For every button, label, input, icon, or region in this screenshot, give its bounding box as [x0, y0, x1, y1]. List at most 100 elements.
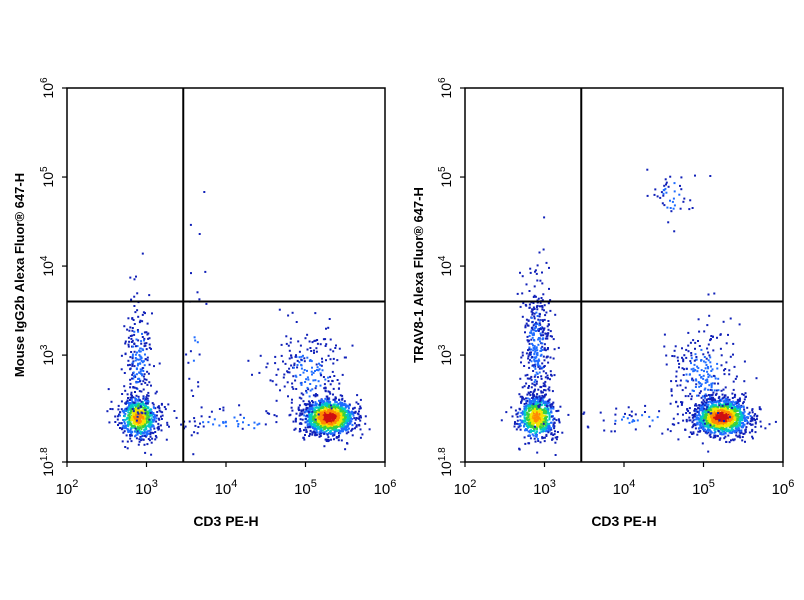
event-dot — [543, 401, 546, 404]
event-dot — [353, 406, 356, 409]
event-dot — [142, 438, 145, 441]
event-dot — [546, 412, 549, 415]
event-dot — [531, 400, 534, 403]
event-dot — [310, 419, 312, 421]
event-dot — [685, 420, 688, 423]
event-dot — [533, 339, 535, 341]
event-dot — [140, 359, 143, 362]
event-dot — [519, 271, 521, 274]
event-dot — [300, 358, 303, 361]
event-dot — [277, 368, 280, 371]
event-dot — [739, 436, 742, 439]
event-dot — [197, 381, 200, 384]
event-dot — [518, 423, 521, 426]
event-dot — [358, 417, 361, 420]
event-dot — [331, 423, 334, 426]
event-dot — [536, 451, 539, 454]
event-dot — [540, 423, 543, 426]
y-axis-label: Mouse IgG2b Alexa Fluor® 647-H — [12, 173, 27, 377]
event-dot — [136, 345, 139, 348]
event-dot — [133, 386, 136, 389]
event-dot — [744, 429, 747, 432]
event-dot — [326, 397, 329, 400]
event-dot — [161, 411, 164, 414]
event-dot — [543, 408, 546, 411]
event-dot — [319, 364, 322, 367]
event-dot — [346, 411, 349, 414]
event-dot — [146, 356, 149, 359]
event-dot — [321, 400, 324, 403]
event-dot — [130, 298, 133, 301]
event-dot — [746, 422, 749, 425]
event-dot — [686, 380, 689, 383]
event-dot — [677, 438, 680, 441]
event-dot — [663, 333, 666, 336]
event-dot — [315, 363, 318, 366]
event-dot — [123, 420, 126, 423]
event-dot — [154, 431, 157, 433]
event-dot — [285, 342, 288, 345]
event-dot — [733, 421, 736, 424]
event-dot — [554, 441, 557, 444]
event-dot — [537, 423, 540, 426]
event-dot — [347, 404, 350, 407]
event-dot — [552, 423, 555, 426]
event-dot — [543, 389, 546, 391]
event-dot — [542, 337, 545, 340]
event-dot — [129, 410, 132, 413]
event-dot — [515, 428, 518, 431]
event-dot — [135, 367, 138, 370]
event-dot — [120, 422, 123, 425]
event-dot — [313, 351, 315, 354]
event-dot — [120, 354, 123, 357]
event-dot — [139, 319, 142, 322]
event-dot — [342, 424, 344, 427]
event-dot — [327, 439, 330, 442]
event-dot — [711, 399, 714, 402]
event-dot — [530, 416, 533, 419]
event-dot — [130, 419, 133, 421]
event-dot — [697, 381, 700, 384]
event-dot — [328, 425, 331, 428]
event-dot — [334, 412, 337, 415]
event-dot — [137, 409, 140, 412]
event-dot — [735, 408, 738, 411]
event-dot — [334, 407, 337, 410]
event-dot — [127, 421, 130, 423]
event-dot — [323, 428, 326, 431]
event-dot — [308, 401, 311, 404]
event-dot — [743, 408, 746, 411]
event-dot — [539, 428, 542, 431]
event-dot — [337, 402, 340, 405]
event-dot — [547, 427, 550, 430]
event-dot — [543, 309, 545, 312]
event-dot — [303, 360, 306, 363]
event-dot — [713, 292, 716, 295]
event-dot — [721, 415, 724, 418]
event-dot — [702, 416, 705, 419]
event-dot — [328, 432, 330, 435]
event-dot — [530, 409, 533, 412]
event-dot — [734, 408, 737, 410]
event-dot — [529, 419, 532, 422]
event-dot — [532, 347, 535, 350]
event-dot — [542, 411, 545, 414]
event-dot — [341, 397, 344, 400]
event-dot — [313, 428, 316, 431]
event-dot — [297, 406, 300, 409]
event-dot — [159, 410, 162, 413]
event-dot — [129, 382, 132, 385]
event-dot — [314, 434, 317, 437]
event-dot — [531, 382, 534, 385]
event-dot — [117, 404, 120, 407]
event-dot — [304, 381, 307, 383]
event-dot — [698, 418, 701, 421]
event-dot — [135, 418, 138, 421]
event-dot — [200, 406, 203, 409]
event-dot — [329, 426, 332, 429]
event-dot — [538, 367, 541, 370]
event-dot — [542, 334, 545, 337]
event-dot — [141, 361, 144, 364]
event-dot — [705, 357, 708, 360]
event-dot — [313, 421, 316, 424]
